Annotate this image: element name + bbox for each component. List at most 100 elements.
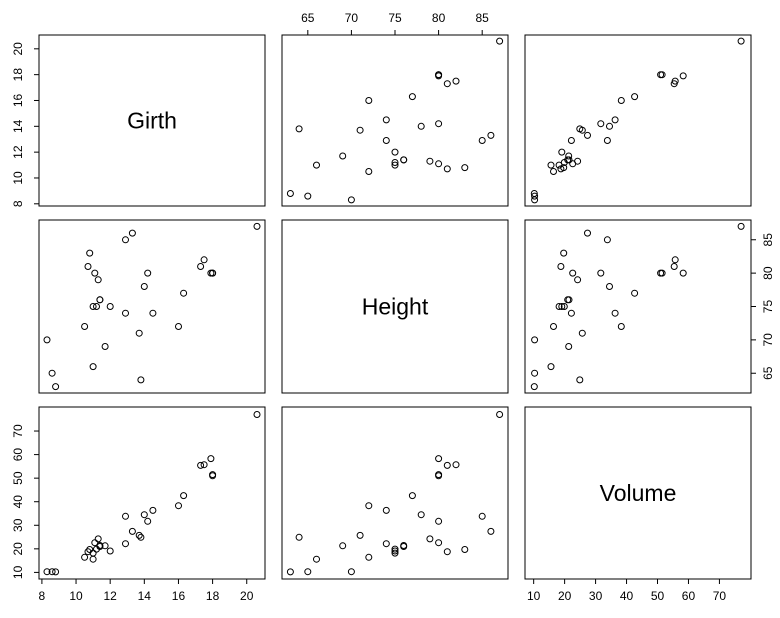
point-girth-vs-volume-22 <box>597 120 605 128</box>
point-height-vs-girth-9 <box>91 269 99 277</box>
point-girth-vs-height-19 <box>356 126 364 134</box>
bottom-axis-tick-label-girth-20: 20 <box>240 589 254 603</box>
point-volume-vs-girth-25 <box>180 492 188 500</box>
right-axis-tick-label-height-85: 85 <box>761 233 775 247</box>
right-axis-tick-label-height-65: 65 <box>761 366 775 380</box>
bottom-axis-tick-label-volume-70: 70 <box>713 589 727 603</box>
point-volume-vs-height-14 <box>339 542 347 550</box>
point-height-vs-girth-30 <box>209 269 217 277</box>
point-height-vs-girth-22 <box>144 269 152 277</box>
point-volume-vs-girth-31 <box>253 411 261 418</box>
point-girth-vs-height-3 <box>286 190 294 197</box>
point-height-vs-girth-2 <box>48 369 56 377</box>
point-height-vs-volume-20 <box>576 376 584 384</box>
point-height-vs-volume-24 <box>617 323 625 330</box>
point-volume-vs-girth-4 <box>81 553 89 561</box>
point-girth-vs-volume-27 <box>671 77 679 85</box>
bottom-axis-tick-label-girth-16: 16 <box>172 589 186 603</box>
left-axis-tick-label-volume-10: 10 <box>11 565 25 579</box>
point-girth-vs-volume-2 <box>531 192 539 200</box>
point-girth-vs-volume-21 <box>606 122 613 130</box>
point-girth-vs-volume-3 <box>530 190 538 197</box>
bottom-axis-tick-label-girth-14: 14 <box>138 589 152 603</box>
point-height-vs-volume-7 <box>547 363 555 371</box>
point-volume-vs-girth-15 <box>106 547 114 555</box>
point-height-vs-girth-15 <box>106 303 114 310</box>
point-girth-vs-height-16 <box>382 137 390 144</box>
panel-girth-vs-height <box>281 34 509 207</box>
top-axis-tick-label-height-70: 70 <box>345 11 359 25</box>
point-girth-vs-height-24 <box>365 97 373 104</box>
point-girth-vs-volume-16 <box>567 137 575 144</box>
point-girth-vs-height-27 <box>452 77 460 85</box>
point-height-vs-girth-17 <box>122 236 129 244</box>
point-girth-vs-height-18 <box>487 131 495 139</box>
point-height-vs-volume-26 <box>670 263 678 270</box>
point-height-vs-girth-16 <box>122 309 129 317</box>
point-girth-vs-height-11 <box>426 157 434 165</box>
point-volume-vs-height-13 <box>400 542 408 549</box>
point-height-vs-girth-26 <box>197 263 205 270</box>
right-axis-tick-label-height-80: 80 <box>761 266 775 280</box>
left-axis-tick-label-volume-20: 20 <box>11 542 25 556</box>
point-volume-vs-height-20 <box>295 533 303 541</box>
point-height-vs-girth-5 <box>84 263 92 270</box>
bottom-axis-tick-label-volume-50: 50 <box>651 589 665 603</box>
point-height-vs-girth-6 <box>86 249 94 257</box>
point-height-vs-volume-14 <box>565 343 573 350</box>
bottom-axis-tick-label-girth-8: 8 <box>39 589 46 603</box>
left-axis-tick-label-volume-30: 30 <box>11 518 25 532</box>
point-girth-vs-volume-30 <box>657 71 665 79</box>
point-height-vs-volume-5 <box>557 263 565 270</box>
point-height-vs-volume-13 <box>565 296 573 304</box>
point-girth-vs-height-8 <box>391 161 399 169</box>
point-volume-vs-girth-13 <box>96 542 104 549</box>
top-axis-tick-label-height-75: 75 <box>388 11 402 25</box>
point-volume-vs-height-7 <box>313 555 320 563</box>
point-volume-vs-girth-21 <box>140 511 148 519</box>
point-height-vs-volume-11 <box>574 276 582 284</box>
point-girth-vs-height-4 <box>365 168 373 175</box>
diagonal-label-girth: Girth <box>127 108 177 134</box>
point-height-vs-girth-13 <box>96 296 104 304</box>
left-axis-tick-label-girth-20: 20 <box>11 42 25 56</box>
point-height-vs-volume-18 <box>584 229 591 237</box>
bottom-axis-tick-label-volume-40: 40 <box>620 589 634 603</box>
point-girth-vs-height-26 <box>443 80 451 88</box>
bottom-axis-tick-label-volume-60: 60 <box>682 589 696 603</box>
point-volume-vs-height-22 <box>435 517 443 525</box>
point-girth-vs-height-22 <box>435 120 443 128</box>
panel-height-vs-height <box>281 219 509 394</box>
point-girth-vs-height-21 <box>417 122 425 130</box>
point-volume-vs-height-24 <box>365 502 373 510</box>
top-axis-tick-label-height-80: 80 <box>432 11 446 25</box>
point-height-vs-girth-25 <box>180 289 188 297</box>
point-volume-vs-height-8 <box>391 549 399 557</box>
top-axis-tick-label-height-85: 85 <box>476 11 490 25</box>
point-girth-vs-volume-24 <box>617 97 625 104</box>
point-height-vs-volume-1 <box>531 336 539 344</box>
diagonal-label-volume: Volume <box>600 480 677 506</box>
point-height-vs-volume-10 <box>560 303 568 310</box>
point-volume-vs-girth-22 <box>144 517 152 525</box>
point-volume-vs-height-21 <box>417 511 425 519</box>
point-girth-vs-height-10 <box>391 159 399 166</box>
point-girth-vs-height-5 <box>443 165 451 173</box>
point-height-vs-volume-19 <box>578 329 586 337</box>
point-volume-vs-height-25 <box>408 492 416 500</box>
point-volume-vs-girth-26 <box>197 461 205 469</box>
point-girth-vs-height-25 <box>408 93 416 101</box>
point-height-vs-girth-1 <box>43 336 51 344</box>
point-height-vs-volume-22 <box>597 269 605 277</box>
point-girth-vs-volume-17 <box>603 137 611 144</box>
diagonal-label-height: Height <box>362 294 429 320</box>
point-height-vs-volume-3 <box>530 383 538 391</box>
point-height-vs-girth-10 <box>93 303 100 310</box>
point-volume-vs-girth-28 <box>207 455 215 463</box>
point-girth-vs-height-7 <box>313 161 320 169</box>
point-girth-vs-height-13 <box>400 156 408 164</box>
point-height-vs-girth-19 <box>135 329 143 337</box>
point-girth-vs-height-17 <box>478 137 486 144</box>
point-girth-vs-height-6 <box>461 164 469 172</box>
panel-girth-vs-volume <box>524 34 752 207</box>
